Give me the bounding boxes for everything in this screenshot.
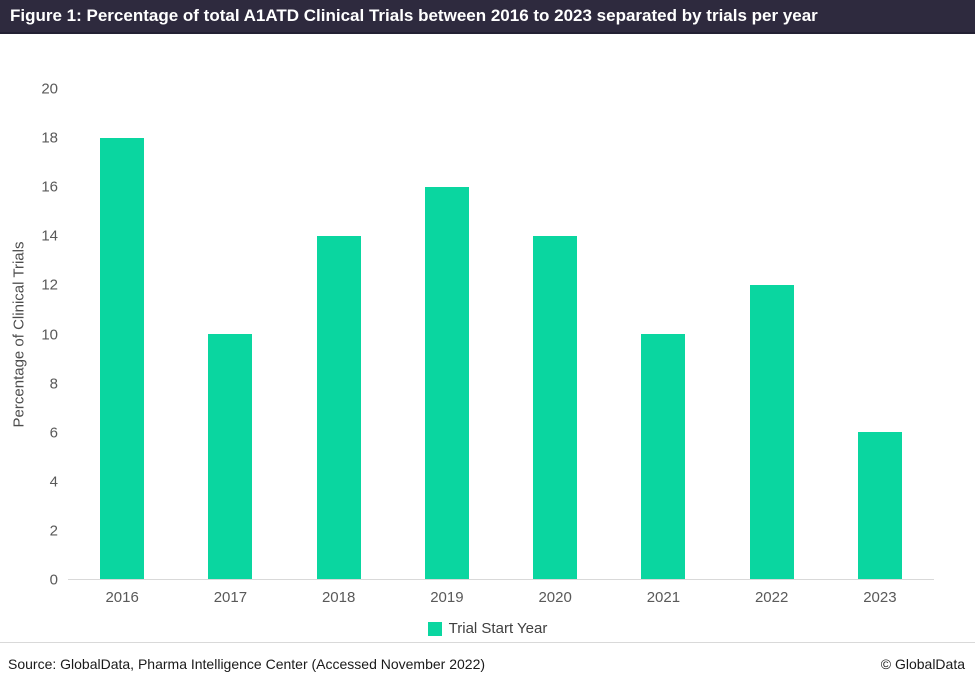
bar-slot	[285, 89, 393, 579]
x-axis-label: 2018	[321, 589, 356, 606]
bar-2017	[208, 334, 253, 579]
bar-slot	[68, 89, 176, 579]
x-axis-labels: 2016 2017 2018 2019 2020 2021 2022 2023	[68, 589, 934, 606]
bar-slot	[826, 89, 934, 579]
y-tick-label: 16	[41, 178, 58, 196]
chart-legend: Trial Start Year	[0, 620, 975, 637]
figure-header: Figure 1: Percentage of total A1ATD Clin…	[0, 0, 975, 34]
bar-2022	[749, 285, 794, 579]
y-tick-label: 0	[49, 571, 58, 589]
bar-2016	[100, 138, 145, 579]
bar-slot	[718, 89, 826, 579]
y-tick-label: 2	[49, 522, 58, 540]
legend-swatch	[427, 621, 442, 636]
bar-slot	[501, 89, 609, 579]
bar-slot	[393, 89, 501, 579]
figure-footer: Source: GlobalData, Pharma Intelligence …	[0, 643, 975, 684]
footer-divider	[0, 642, 975, 643]
bar-2018	[316, 236, 361, 579]
y-tick-label: 6	[49, 424, 58, 442]
y-tick-label: 4	[49, 473, 58, 491]
x-axis-label: 2023	[863, 589, 897, 606]
bar-2023	[857, 432, 902, 579]
x-axis-label: 2022	[754, 589, 789, 606]
bar-slot	[609, 89, 717, 579]
source-text: Source: GlobalData, Pharma Intelligence …	[8, 655, 486, 672]
bar-slot	[176, 89, 284, 579]
y-tick-label: 20	[41, 80, 58, 98]
x-axis-label: 2020	[538, 589, 572, 606]
plot-area	[68, 89, 934, 580]
figure-title: Figure 1: Percentage of total A1ATD Clin…	[10, 6, 818, 25]
y-tick-label: 14	[41, 227, 58, 245]
y-tick-label: 8	[49, 375, 58, 393]
x-axis-label: 2017	[213, 589, 248, 606]
x-axis-label: 2019	[430, 589, 464, 606]
bar-2019	[424, 187, 469, 579]
y-axis-ticks: 0 2 4 6 8 10 12 14 16 18 20	[0, 82, 58, 588]
copyright-text: © GlobalData	[880, 655, 965, 672]
bar-2021	[641, 334, 686, 579]
legend-label: Trial Start Year	[448, 620, 548, 637]
x-axis-label: 2016	[105, 589, 139, 606]
bar-2020	[533, 236, 578, 579]
x-axis-label: 2021	[646, 589, 681, 606]
y-tick-label: 12	[41, 276, 58, 294]
y-tick-label: 10	[41, 326, 58, 343]
y-tick-label: 18	[41, 129, 58, 147]
